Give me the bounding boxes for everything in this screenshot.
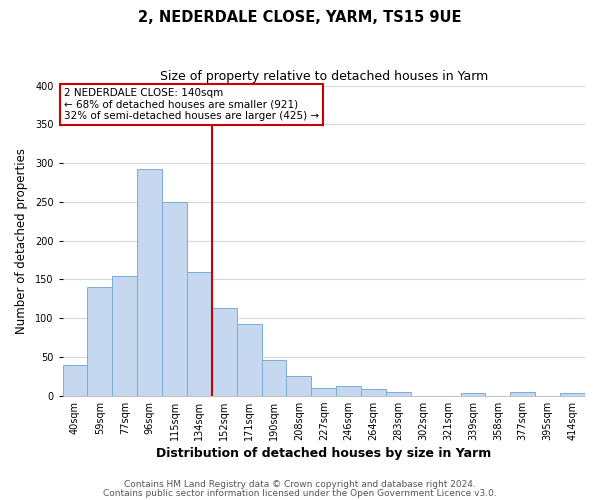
Y-axis label: Number of detached properties: Number of detached properties bbox=[15, 148, 28, 334]
Bar bbox=[88, 287, 112, 396]
Bar bbox=[560, 394, 585, 396]
Bar bbox=[461, 394, 485, 396]
Bar bbox=[336, 386, 361, 396]
Bar bbox=[62, 364, 88, 396]
Bar bbox=[386, 392, 411, 396]
Bar bbox=[162, 202, 187, 396]
Bar bbox=[137, 170, 162, 396]
Bar bbox=[212, 308, 237, 396]
Text: Contains HM Land Registry data © Crown copyright and database right 2024.: Contains HM Land Registry data © Crown c… bbox=[124, 480, 476, 489]
Text: 2, NEDERDALE CLOSE, YARM, TS15 9UE: 2, NEDERDALE CLOSE, YARM, TS15 9UE bbox=[138, 10, 462, 25]
Bar bbox=[286, 376, 311, 396]
X-axis label: Distribution of detached houses by size in Yarm: Distribution of detached houses by size … bbox=[156, 447, 491, 460]
Bar bbox=[311, 388, 336, 396]
Bar bbox=[112, 276, 137, 396]
Title: Size of property relative to detached houses in Yarm: Size of property relative to detached ho… bbox=[160, 70, 488, 83]
Bar bbox=[237, 324, 262, 396]
Bar bbox=[187, 272, 212, 396]
Bar bbox=[361, 390, 386, 396]
Text: Contains public sector information licensed under the Open Government Licence v3: Contains public sector information licen… bbox=[103, 489, 497, 498]
Text: 2 NEDERDALE CLOSE: 140sqm
← 68% of detached houses are smaller (921)
32% of semi: 2 NEDERDALE CLOSE: 140sqm ← 68% of detac… bbox=[64, 88, 319, 121]
Bar bbox=[262, 360, 286, 396]
Bar bbox=[511, 392, 535, 396]
